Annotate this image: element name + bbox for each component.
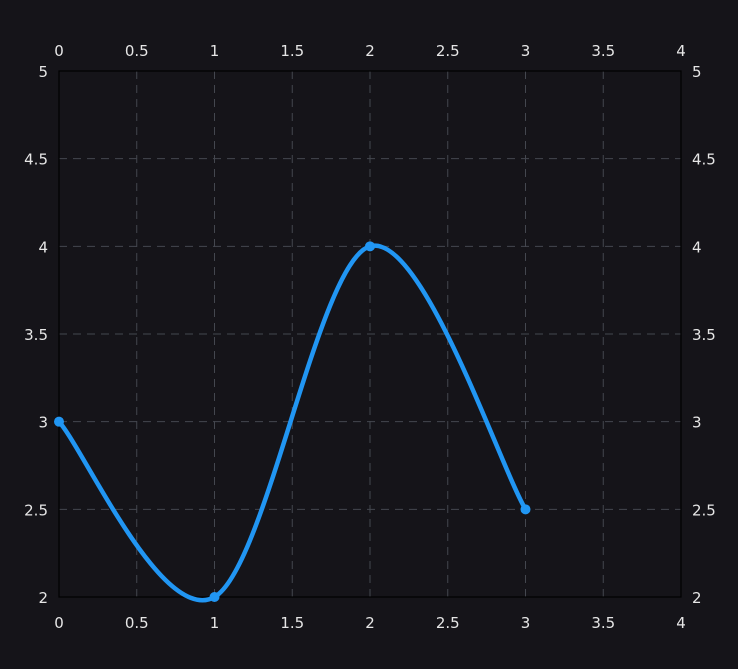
y-tick-label-right: 4 <box>692 238 702 256</box>
data-point <box>520 504 531 515</box>
x-tick-label-bottom: 2.5 <box>436 614 460 632</box>
x-tick-label-top: 2 <box>365 42 375 60</box>
y-tick-label-left: 2.5 <box>24 501 48 519</box>
y-tick-label-left: 5 <box>38 63 48 81</box>
y-tick-label-right: 2.5 <box>692 501 716 519</box>
plot-area-border <box>58 70 682 598</box>
x-tick-label-top: 3 <box>521 42 531 60</box>
x-tick-label-bottom: 0 <box>54 614 64 632</box>
data-point <box>209 592 220 602</box>
x-tick-label-bottom: 3 <box>521 614 531 632</box>
x-tick-label-bottom: 0.5 <box>125 614 149 632</box>
y-tick-label-left: 2 <box>38 589 48 607</box>
x-tick-label-top: 1.5 <box>280 42 304 60</box>
y-tick-label-right: 3.5 <box>692 326 716 344</box>
y-tick-label-right: 2 <box>692 589 702 607</box>
x-tick-label-top: 2.5 <box>436 42 460 60</box>
y-tick-label-right: 5 <box>692 63 702 81</box>
y-tick-label-left: 4.5 <box>24 151 48 169</box>
x-tick-label-top: 0.5 <box>125 42 149 60</box>
series-layer <box>54 241 531 603</box>
data-point <box>365 241 375 252</box>
x-tick-label-top: 4 <box>676 42 686 60</box>
y-tick-label-right: 3 <box>692 414 702 432</box>
x-tick-label-top: 1 <box>210 42 220 60</box>
x-tick-label-bottom: 2 <box>365 614 375 632</box>
y-tick-label-right: 4.5 <box>692 151 716 169</box>
x-tick-label-bottom: 1.5 <box>280 614 304 632</box>
y-tick-label-left: 4 <box>38 238 48 256</box>
data-point <box>54 416 64 427</box>
x-tick-label-bottom: 1 <box>210 614 220 632</box>
x-tick-label-top: 3.5 <box>591 42 615 60</box>
y-tick-label-left: 3.5 <box>24 326 48 344</box>
x-tick-label-bottom: 3.5 <box>591 614 615 632</box>
y-tick-label-left: 3 <box>38 414 48 432</box>
x-tick-label-top: 0 <box>54 42 64 60</box>
series-line <box>56 243 528 603</box>
x-tick-label-bottom: 4 <box>676 614 686 632</box>
